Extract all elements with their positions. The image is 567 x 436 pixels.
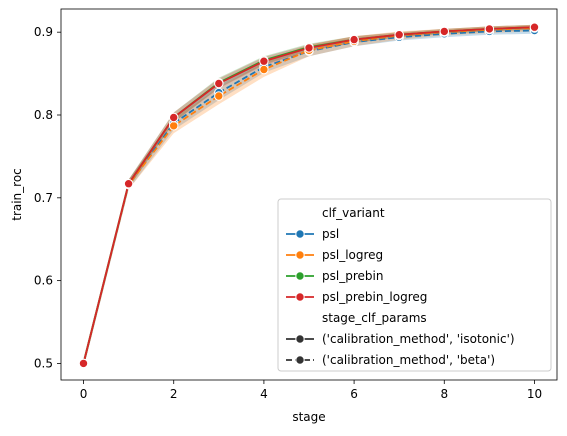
plot-frame xyxy=(60,8,558,381)
marker-psl_prebin_logreg-6 xyxy=(349,34,359,45)
marker-psl_logreg-4 xyxy=(259,64,269,75)
y-tick-label: 0.5 xyxy=(34,356,53,370)
confidence-bands xyxy=(83,24,535,369)
y-axis-ticks: 0.5 0.6 0.7 0.8 0.9 xyxy=(34,25,61,370)
series-markers xyxy=(78,22,540,369)
legend-label-psl_prebin: psl_prebin xyxy=(322,269,383,283)
marker-psl_prebin_logreg-3 xyxy=(214,78,224,89)
marker-psl_prebin_logreg-10 xyxy=(529,22,540,32)
x-tick-label: 6 xyxy=(350,387,358,401)
legend-style-title: stage_clf_params xyxy=(322,311,427,325)
legend-style-marker-0 xyxy=(295,334,305,344)
y-axis-label: train_roc xyxy=(10,168,24,221)
y-tick-label: 0.9 xyxy=(34,25,53,39)
marker-psl_prebin_logreg-2 xyxy=(169,112,179,123)
legend-marker-psl xyxy=(295,229,305,239)
marker-psl_prebin_logreg-7 xyxy=(394,30,404,40)
legend-box xyxy=(277,198,552,372)
marker-psl_prebin_logreg-1 xyxy=(123,179,134,189)
legend-label-psl_logreg: psl_logreg xyxy=(322,248,383,262)
marker-psl_logreg-2 xyxy=(169,121,179,131)
x-tick-label: 10 xyxy=(527,387,542,401)
x-tick-label: 0 xyxy=(80,387,88,401)
y-tick-label: 0.7 xyxy=(34,191,53,205)
y-tick-label: 0.6 xyxy=(34,274,53,288)
x-tick-label: 8 xyxy=(440,387,448,401)
marker-psl_prebin_logreg-9 xyxy=(484,24,495,34)
legend-style-marker-1 xyxy=(295,355,305,365)
legend-marker-psl_logreg xyxy=(295,250,305,260)
band-psl xyxy=(83,27,535,369)
marker-psl_prebin_logreg-5 xyxy=(304,43,314,53)
marker-psl_prebin_logreg-4 xyxy=(259,56,269,66)
y-tick-label: 0.8 xyxy=(34,108,53,122)
x-axis-label: stage xyxy=(292,410,325,424)
x-tick-label: 4 xyxy=(260,387,268,401)
legend-label-psl: psl xyxy=(322,227,339,241)
legend-style-label-1: ('calibration_method', 'beta') xyxy=(322,353,495,367)
marker-psl_prebin_logreg-8 xyxy=(439,26,449,37)
marker-psl_prebin_logreg-0 xyxy=(78,358,89,369)
legend-marker-psl_prebin xyxy=(295,271,305,281)
x-axis-ticks: 0 2 4 6 8 10 xyxy=(80,380,542,401)
legend-hue-title: clf_variant xyxy=(322,206,385,220)
legend-style-label-0: ('calibration_method', 'isotonic') xyxy=(322,332,515,346)
band-psl_logreg xyxy=(83,24,535,369)
legend-label-psl_prebin_logreg: psl_prebin_logreg xyxy=(322,290,427,304)
legend-marker-psl_prebin_logreg xyxy=(295,292,305,302)
marker-psl_logreg-3 xyxy=(214,91,224,101)
x-tick-label: 2 xyxy=(170,387,178,401)
